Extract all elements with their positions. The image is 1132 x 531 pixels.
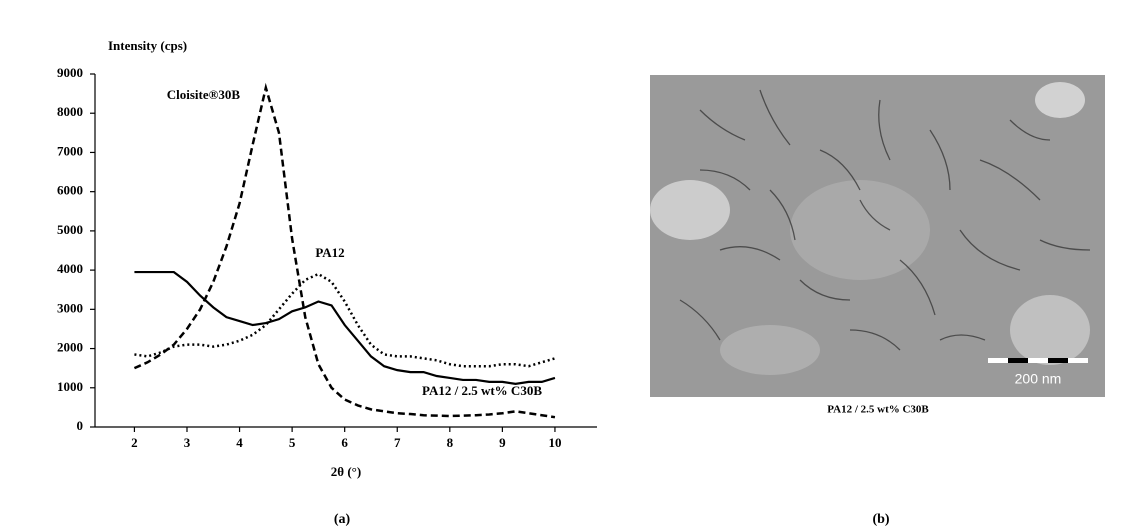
x-tick-label: 2 bbox=[131, 435, 138, 450]
x-tick-label: 10 bbox=[548, 435, 561, 450]
y-tick-label: 3000 bbox=[57, 300, 83, 315]
y-tick-label: 8000 bbox=[57, 104, 83, 119]
y-tick-label: 6000 bbox=[57, 183, 83, 198]
image-caption: PA12 / 2.5 wt% C30B bbox=[827, 404, 929, 416]
x-tick-label: 4 bbox=[236, 435, 243, 450]
x-tick-label: 3 bbox=[184, 435, 191, 450]
y-tick-label: 2000 bbox=[57, 340, 83, 355]
series-label: PA12 / 2.5 wt% C30B bbox=[422, 383, 542, 398]
y-tick-label: 1000 bbox=[57, 379, 83, 394]
image-light-area bbox=[1035, 82, 1085, 118]
panel-label: (a) bbox=[334, 512, 351, 527]
scale-bar bbox=[988, 358, 1088, 363]
x-tick-label: 9 bbox=[499, 435, 506, 450]
y-tick-label: 4000 bbox=[57, 261, 83, 276]
scale-bar-segment bbox=[1048, 358, 1068, 363]
y-tick-label: 9000 bbox=[57, 65, 83, 80]
series-line bbox=[134, 272, 556, 368]
x-tick-label: 7 bbox=[394, 435, 401, 450]
y-tick-label: 7000 bbox=[57, 143, 83, 158]
x-tick-label: 8 bbox=[447, 435, 454, 450]
image-light-area bbox=[720, 325, 820, 375]
scale-bar-label: 200 nm bbox=[1015, 371, 1062, 387]
image-platelets bbox=[679, 89, 1091, 351]
series-label: PA12 bbox=[315, 245, 344, 260]
image-light-area bbox=[650, 180, 730, 240]
tem-image: 200 nm bbox=[650, 75, 1105, 397]
y-axis-label: Intensity (cps) bbox=[108, 38, 187, 53]
x-tick-label: 5 bbox=[289, 435, 296, 450]
image-light-area bbox=[1010, 295, 1090, 365]
x-axis-label: 2θ (°) bbox=[331, 464, 361, 479]
series-line bbox=[134, 270, 556, 385]
panel-label: (b) bbox=[872, 512, 889, 527]
y-tick-label: 5000 bbox=[57, 222, 83, 237]
scale-bar-segment bbox=[1008, 358, 1028, 363]
x-tick-label: 6 bbox=[341, 435, 348, 450]
image-light-area bbox=[790, 180, 930, 280]
y-tick-label: 0 bbox=[77, 418, 84, 433]
series-label: Cloisite®30B bbox=[167, 87, 241, 102]
